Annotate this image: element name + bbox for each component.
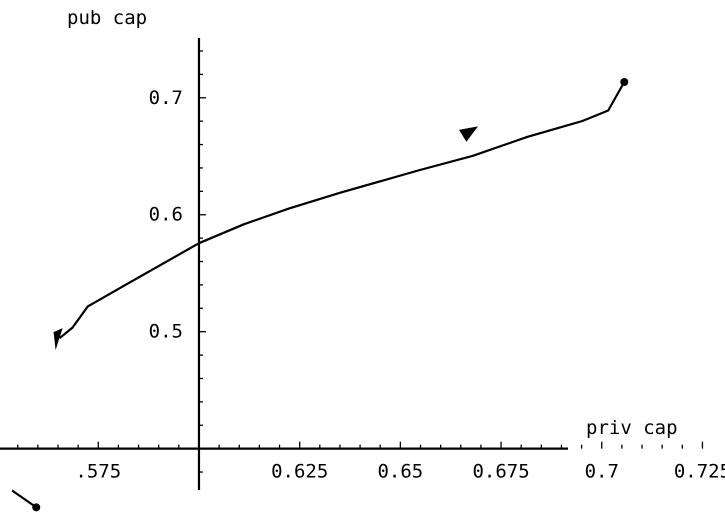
left-clipped-arrow <box>53 328 63 351</box>
y-tick-label: 0.7 <box>149 87 183 109</box>
x-tick-label: 0.675 <box>472 461 529 483</box>
tick-labels: .575 0.625 0.65 0.675 0.7 0.725 0.5 0.6 0.7 <box>75 87 725 483</box>
x-tick-label: 0.625 <box>271 461 328 483</box>
trajectory-lines <box>11 77 629 512</box>
axes <box>0 38 568 490</box>
y-tick-label: 0.6 <box>149 204 183 226</box>
trajectory-line-1 <box>58 81 626 339</box>
x-tick-label: 0.7 <box>585 461 619 483</box>
x-axis-label: priv cap <box>586 417 678 439</box>
y-axis-label: pub cap <box>67 7 147 29</box>
x-tick-label: 0.725 <box>674 461 725 483</box>
endpoint-marker <box>620 77 629 86</box>
trajectory-line-2 <box>11 489 37 509</box>
direction-arrow <box>459 126 478 142</box>
endpoint-marker <box>32 503 41 512</box>
axis-ticks <box>17 50 704 473</box>
y-tick-label: 0.5 <box>149 321 183 343</box>
x-tick-label: .575 <box>75 461 121 483</box>
x-tick-label: 0.65 <box>377 461 423 483</box>
